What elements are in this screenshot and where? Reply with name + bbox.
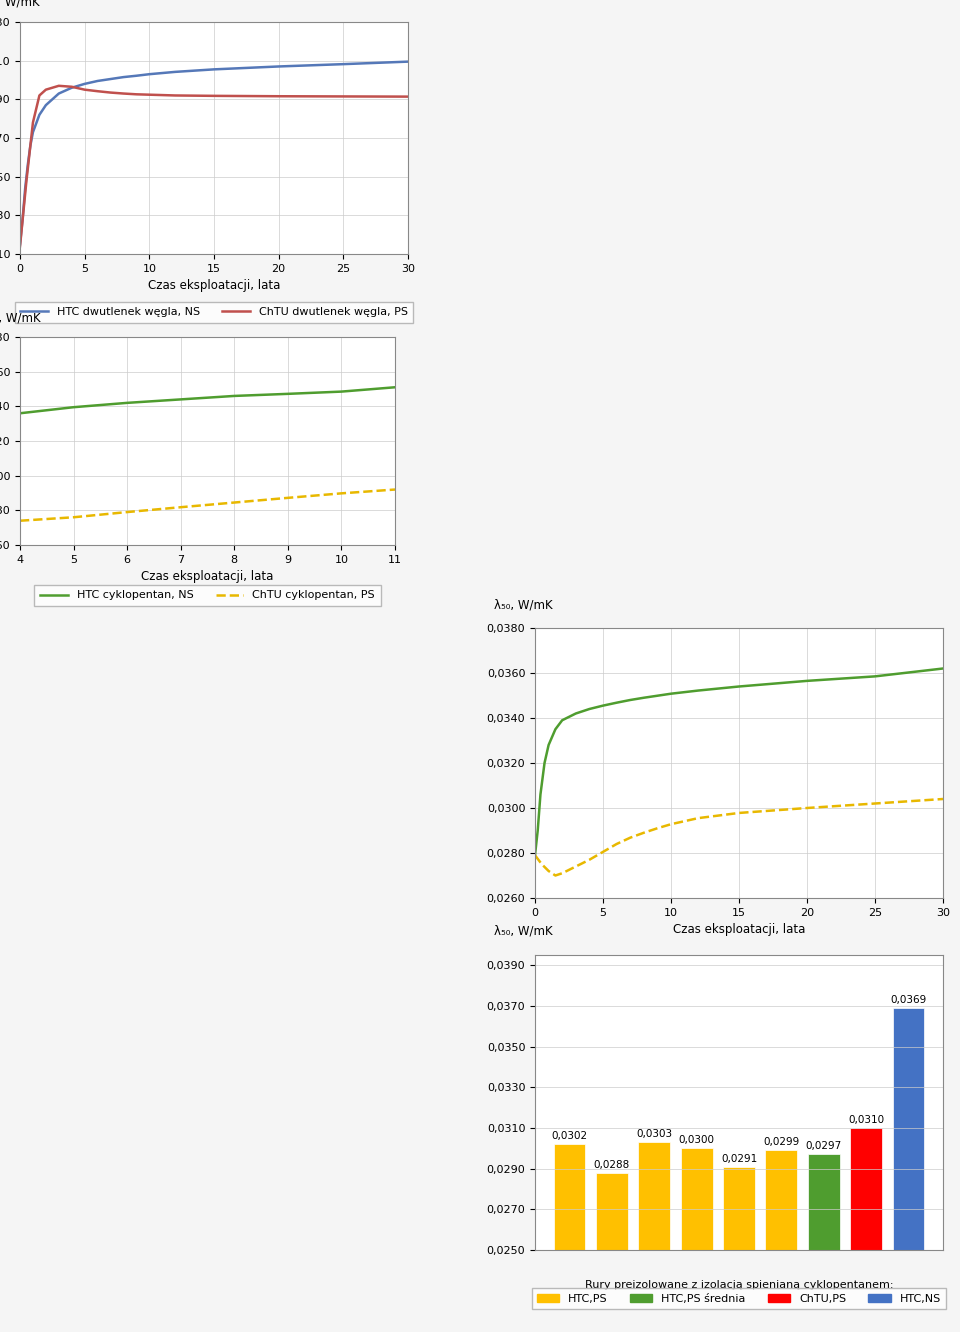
Text: 0,0300: 0,0300 [679, 1135, 714, 1146]
Text: Rury preizolowane z izolacją spienianą cyklopentanem:: Rury preizolowane z izolacją spienianą c… [585, 1280, 893, 1289]
Bar [554, 1144, 586, 1332]
Text: 0,0310: 0,0310 [848, 1115, 884, 1126]
Legend: HTC,PS, HTC,PS średnia, ChTU,PS, HTC,NS: HTC,PS, HTC,PS średnia, ChTU,PS, HTC,NS [532, 1288, 947, 1309]
Text: 0,0299: 0,0299 [763, 1138, 800, 1147]
Text: λ₅₀, W/mK: λ₅₀, W/mK [0, 312, 41, 325]
Text: λ₅₀, W/mK: λ₅₀, W/mK [0, 0, 39, 8]
Bar [723, 1167, 755, 1332]
Bar [596, 1172, 628, 1332]
Bar [893, 1008, 924, 1332]
Text: λ₅₀, W/mK: λ₅₀, W/mK [494, 599, 553, 611]
Text: 0,0291: 0,0291 [721, 1154, 757, 1164]
Bar [765, 1151, 798, 1332]
Legend: HTC cyklopentan, NS, ChTU cyklopentan, PS: HTC cyklopentan, NS, ChTU cyklopentan, P… [566, 958, 912, 979]
Text: λ₅₀, W/mK: λ₅₀, W/mK [494, 924, 553, 938]
Text: 0,0297: 0,0297 [805, 1142, 842, 1151]
X-axis label: Czas eksploatacji, lata: Czas eksploatacji, lata [148, 280, 280, 292]
Legend: HTC cyklopentan, NS, ChTU cyklopentan, PS: HTC cyklopentan, NS, ChTU cyklopentan, P… [35, 585, 380, 606]
Bar [638, 1142, 670, 1332]
Text: 0,0288: 0,0288 [593, 1160, 630, 1169]
Bar [851, 1128, 882, 1332]
Bar [808, 1155, 840, 1332]
Legend: HTC dwutlenek węgla, NS, ChTU dwutlenek węgla, PS: HTC dwutlenek węgla, NS, ChTU dwutlenek … [14, 301, 414, 322]
Text: 0,0369: 0,0369 [891, 995, 926, 1004]
X-axis label: Czas eksploatacji, lata: Czas eksploatacji, lata [141, 570, 274, 583]
X-axis label: Czas eksploatacji, lata: Czas eksploatacji, lata [673, 923, 805, 936]
Bar [681, 1148, 712, 1332]
Text: 0,0303: 0,0303 [636, 1130, 672, 1139]
Text: 0,0302: 0,0302 [551, 1131, 588, 1142]
